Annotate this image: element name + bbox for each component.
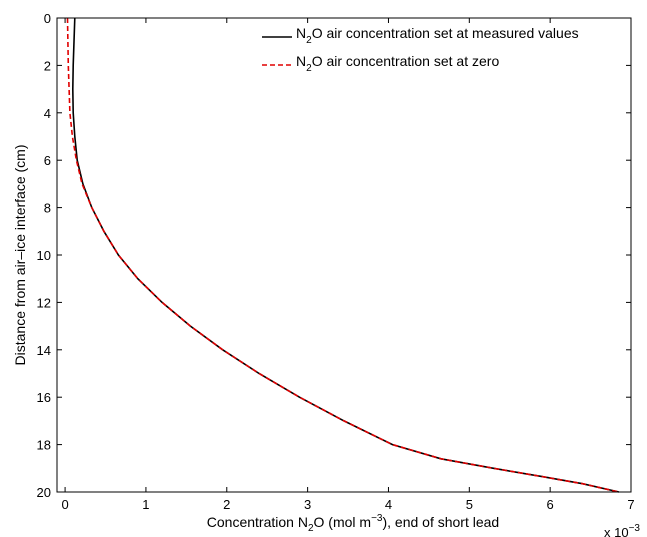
x-axis-title-sub: 2 [308, 523, 314, 534]
plot-area [57, 18, 631, 492]
x-axis-title: Concentration N2O (mol m−3), end of shor… [207, 513, 499, 534]
y-axis-title: Distance from air–ice interface (cm) [12, 145, 28, 366]
x-tick-label-edge: 7 [627, 497, 634, 512]
y-tick-label-3: 6 [44, 153, 51, 168]
y-tick-label-5: 10 [37, 248, 51, 263]
x-tick-label-2: 2 [223, 497, 230, 512]
x-tick-label-3: 3 [304, 497, 311, 512]
y-tick-label-6: 12 [37, 295, 51, 310]
x-tick-label-6: 6 [547, 497, 554, 512]
y-tick-label-0: 0 [44, 11, 51, 26]
x-axis-title-mid: O (mol m [314, 514, 372, 530]
legend: N2O air concentration set at measured va… [262, 25, 579, 74]
legend-label-zero: N2O air concentration set at zero [296, 53, 499, 74]
y-tick-label-1: 2 [44, 58, 51, 73]
x-tick-label-0: 0 [61, 497, 68, 512]
x-tick-label-4: 4 [385, 497, 392, 512]
legend-label-measured: N2O air concentration set at measured va… [296, 25, 579, 46]
series-line-1 [66, 17, 620, 493]
y-tick-label-4: 8 [44, 201, 51, 216]
x-tick-label-5: 5 [466, 497, 473, 512]
y-tick-label-2: 4 [44, 106, 51, 121]
series-layer [66, 17, 620, 493]
x-axis-title-prefix: Concentration N [207, 514, 308, 530]
x-axis-multiplier: x 10−3 [604, 523, 640, 537]
x-axis-title-sup: −3 [371, 513, 383, 524]
x-axis-title-suffix: ), end of short lead [382, 514, 499, 530]
y-tick-label-9: 18 [37, 438, 51, 453]
y-tick-label-10: 20 [37, 485, 51, 500]
y-tick-label-8: 16 [37, 390, 51, 405]
y-tick-label-7: 14 [37, 343, 51, 358]
x-tick-label-1: 1 [142, 497, 149, 512]
